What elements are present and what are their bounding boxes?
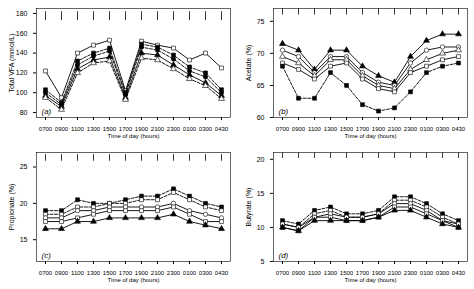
svg-text:1900: 1900 xyxy=(372,270,386,276)
svg-text:0900: 0900 xyxy=(292,270,306,276)
svg-text:1500: 1500 xyxy=(340,126,354,132)
svg-text:Time of day (hours): Time of day (hours) xyxy=(108,277,160,283)
svg-text:0700: 0700 xyxy=(39,126,53,132)
svg-text:0900: 0900 xyxy=(55,126,69,132)
svg-text:Total VFA (mmol/L): Total VFA (mmol/L) xyxy=(8,33,16,92)
svg-text:65: 65 xyxy=(257,82,265,89)
svg-text:10: 10 xyxy=(257,224,265,231)
svg-text:1300: 1300 xyxy=(324,126,338,132)
svg-text:0100: 0100 xyxy=(183,126,197,132)
svg-text:(d): (d) xyxy=(279,251,289,260)
svg-text:70: 70 xyxy=(257,50,265,57)
svg-text:1300: 1300 xyxy=(324,270,338,276)
svg-text:(b): (b) xyxy=(279,107,289,116)
svg-text:1900: 1900 xyxy=(135,126,149,132)
svg-text:1100: 1100 xyxy=(308,126,322,132)
svg-text:1100: 1100 xyxy=(71,270,85,276)
svg-text:5: 5 xyxy=(261,258,265,265)
svg-text:0700: 0700 xyxy=(276,270,290,276)
svg-text:Time of day (hours): Time of day (hours) xyxy=(345,133,397,139)
svg-text:1500: 1500 xyxy=(340,270,354,276)
svg-text:Propionate (%): Propionate (%) xyxy=(8,184,16,231)
svg-text:0700: 0700 xyxy=(39,270,53,276)
svg-text:2300: 2300 xyxy=(167,270,181,276)
svg-text:0100: 0100 xyxy=(420,126,434,132)
svg-text:2100: 2100 xyxy=(151,270,165,276)
svg-text:0300: 0300 xyxy=(199,270,213,276)
svg-text:2100: 2100 xyxy=(388,126,402,132)
svg-text:180: 180 xyxy=(16,10,28,17)
svg-text:20: 20 xyxy=(20,200,28,207)
svg-text:0300: 0300 xyxy=(436,270,450,276)
svg-text:0430: 0430 xyxy=(215,270,229,276)
svg-text:(a): (a) xyxy=(42,107,52,116)
svg-text:120: 120 xyxy=(16,69,28,76)
svg-text:25: 25 xyxy=(20,163,28,170)
svg-text:1100: 1100 xyxy=(308,270,322,276)
svg-text:160: 160 xyxy=(16,30,28,37)
svg-text:0430: 0430 xyxy=(215,126,229,132)
svg-text:Acetate (%): Acetate (%) xyxy=(245,45,253,82)
svg-text:140: 140 xyxy=(16,49,28,56)
svg-text:1500: 1500 xyxy=(103,270,117,276)
svg-text:1700: 1700 xyxy=(119,126,133,132)
svg-text:2300: 2300 xyxy=(167,126,181,132)
svg-text:1100: 1100 xyxy=(71,126,85,132)
svg-text:1700: 1700 xyxy=(356,126,370,132)
svg-text:0900: 0900 xyxy=(292,126,306,132)
svg-text:1700: 1700 xyxy=(356,270,370,276)
svg-text:Butyrate (%): Butyrate (%) xyxy=(245,188,253,227)
svg-text:1300: 1300 xyxy=(87,270,101,276)
svg-text:0430: 0430 xyxy=(452,126,466,132)
svg-text:60: 60 xyxy=(257,114,265,121)
svg-text:0300: 0300 xyxy=(436,126,450,132)
svg-text:20: 20 xyxy=(257,156,265,163)
svg-text:100: 100 xyxy=(16,89,28,96)
svg-text:2100: 2100 xyxy=(388,270,402,276)
svg-text:1700: 1700 xyxy=(119,270,133,276)
svg-text:1900: 1900 xyxy=(372,126,386,132)
svg-text:1500: 1500 xyxy=(103,126,117,132)
svg-text:80: 80 xyxy=(20,109,28,116)
svg-text:0430: 0430 xyxy=(452,270,466,276)
svg-text:0900: 0900 xyxy=(55,270,69,276)
svg-text:75: 75 xyxy=(257,18,265,25)
svg-text:15: 15 xyxy=(257,190,265,197)
svg-text:15: 15 xyxy=(20,236,28,243)
svg-text:Time of day (hours): Time of day (hours) xyxy=(345,277,397,283)
svg-text:Time of day (hours): Time of day (hours) xyxy=(108,133,160,139)
svg-text:0100: 0100 xyxy=(183,270,197,276)
svg-text:1900: 1900 xyxy=(135,270,149,276)
svg-text:0100: 0100 xyxy=(420,270,434,276)
svg-text:1300: 1300 xyxy=(87,126,101,132)
svg-text:2300: 2300 xyxy=(404,126,418,132)
svg-text:0300: 0300 xyxy=(199,126,213,132)
svg-text:(c): (c) xyxy=(42,251,52,260)
svg-text:2300: 2300 xyxy=(404,270,418,276)
svg-text:0700: 0700 xyxy=(276,126,290,132)
svg-text:2100: 2100 xyxy=(151,126,165,132)
